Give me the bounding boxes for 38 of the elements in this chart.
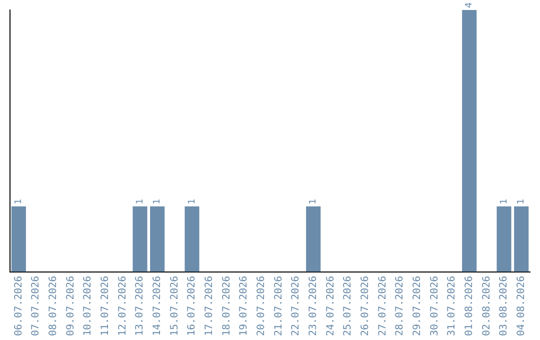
x-tick-label: 31.07.2026 [446,276,458,336]
x-tick-label: 22.07.2026 [290,276,302,336]
data-label: 1 [516,198,527,204]
x-tick-label: 12.07.2026 [117,276,128,336]
x-tick-label: 28.07.2026 [394,276,406,336]
x-tick-label: 24.07.2026 [325,276,336,336]
x-tick-label: 23.07.2026 [308,276,319,336]
x-tick-label: 11.07.2026 [100,276,111,336]
x-tick-label: 20.07.2026 [256,276,267,336]
x-tick-label: 01.08.2026 [464,276,475,336]
x-tick-label: 10.07.2026 [82,276,94,336]
x-tick-label: 07.07.2026 [30,276,42,336]
data-label: 1 [308,198,319,204]
x-tick-label: 13.07.2026 [134,276,146,336]
x-tick-label: 26.07.2026 [360,276,371,336]
x-tick-label: 27.07.2026 [377,276,388,336]
data-label: 1 [14,198,24,204]
x-tick-label: 08.07.2026 [48,276,59,336]
x-tick-label: 19.07.2026 [238,276,250,336]
data-label: 4 [464,2,475,8]
data-label: 1 [152,198,163,204]
data-label: 1 [187,198,198,204]
data-label: 1 [135,198,146,204]
data-label: 1 [499,198,510,204]
x-tick-label: 02.08.2026 [481,276,492,336]
x-tick-label: 29.07.2026 [412,276,423,336]
x-tick-label: 25.07.2026 [342,276,354,336]
x-tick-label: 17.07.2026 [204,276,215,336]
x-tick-label: 16.07.2026 [186,276,198,336]
x-tick-label: 14.07.2026 [152,276,163,336]
x-tick-label: 09.07.2026 [65,276,76,336]
x-tick-label: 15.07.2026 [169,276,180,336]
x-tick-label: 04.08.2026 [516,276,527,336]
x-tick-label: 06.07.2026 [13,276,24,336]
x-tick-label: 18.07.2026 [221,276,232,336]
x-tick-label: 30.07.2026 [429,276,440,336]
x-tick-label: 03.08.2026 [498,276,510,336]
x-tick-label: 21.07.2026 [273,276,284,336]
